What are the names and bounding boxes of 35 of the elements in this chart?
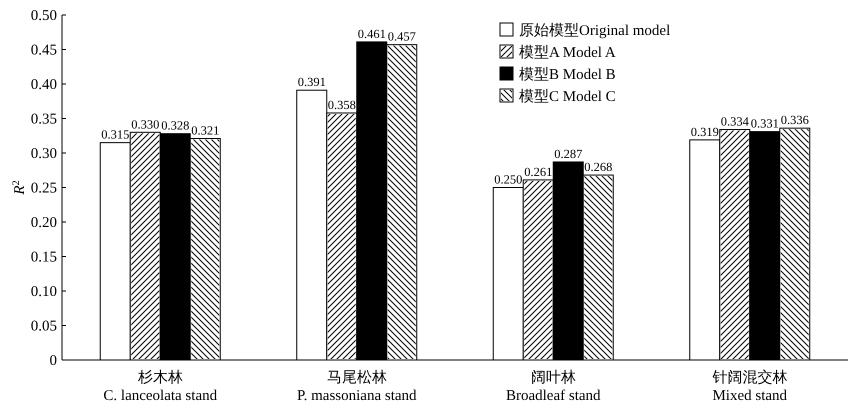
data-label: 0.331 xyxy=(750,116,779,131)
data-label: 0.391 xyxy=(298,75,326,90)
legend-label: 模型B Model B xyxy=(519,66,616,83)
data-label: 0.328 xyxy=(161,118,190,133)
data-label: 0.319 xyxy=(690,124,719,139)
y-tick-label: 0.40 xyxy=(30,77,57,93)
y-tick-label: 0.05 xyxy=(30,318,57,334)
data-label: 0.358 xyxy=(328,98,356,112)
x-tick-label: 针阔混交林 Mixed stand xyxy=(711,369,788,404)
data-label: 0.321 xyxy=(191,124,220,138)
data-label: 0.457 xyxy=(388,30,416,44)
data-label: 0.330 xyxy=(131,117,160,132)
x-tick-label: 杉木林 C. lanceolata stand xyxy=(103,369,218,404)
legend-label: 模型C Model C xyxy=(519,88,616,105)
data-label: 0.261 xyxy=(524,164,552,179)
y-tick-label: 0.15 xyxy=(30,250,57,266)
data-label: 0.334 xyxy=(720,114,750,129)
y-tick-label: 0 xyxy=(50,353,57,369)
data-label: 0.336 xyxy=(780,113,809,128)
legend-label: 原始模型Original model xyxy=(519,22,670,39)
data-label: 0.250 xyxy=(494,172,522,186)
y-tick-label: 0.35 xyxy=(30,112,57,128)
data-label: 0.268 xyxy=(584,160,612,174)
data-label: 0.315 xyxy=(101,128,130,142)
legend-label: 模型A Model A xyxy=(519,44,616,61)
y-tick-label: 0.25 xyxy=(30,180,57,196)
x-tick-label: 马尾松林 P. massoniana stand xyxy=(296,369,418,404)
y-tick-label: 0.30 xyxy=(30,146,57,162)
y-tick-label: 0.10 xyxy=(30,284,57,300)
y-tick-label: 0.45 xyxy=(30,42,57,58)
y-tick-label: 0.50 xyxy=(30,8,57,24)
y-tick-label: 0.20 xyxy=(30,215,57,231)
data-label: 0.461 xyxy=(358,26,386,41)
x-tick-label: 阔叶林 Broadleaf stand xyxy=(506,369,602,404)
data-label: 0.287 xyxy=(554,146,582,161)
